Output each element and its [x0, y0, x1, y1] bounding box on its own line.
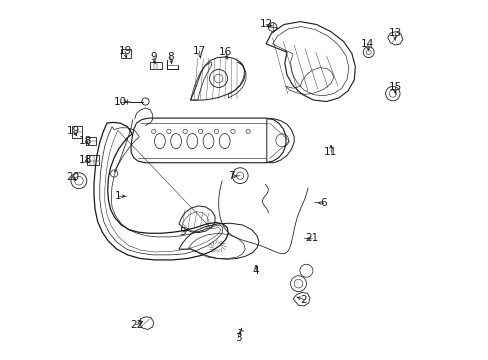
Text: 9: 9 [150, 52, 157, 62]
Text: 20: 20 [66, 172, 79, 182]
Text: 10: 10 [114, 96, 126, 107]
Text: 21: 21 [305, 233, 318, 243]
Text: 19: 19 [67, 126, 80, 136]
Text: 16: 16 [219, 47, 232, 57]
Text: 2: 2 [300, 294, 306, 305]
Text: 7: 7 [228, 171, 235, 181]
Text: 11: 11 [324, 147, 337, 157]
Text: 4: 4 [252, 266, 259, 276]
Text: 1: 1 [114, 191, 121, 201]
Text: 3: 3 [234, 333, 241, 343]
Text: 13: 13 [387, 28, 401, 38]
Text: 8: 8 [167, 52, 174, 62]
Text: 14: 14 [360, 39, 373, 49]
Text: 17: 17 [192, 46, 206, 56]
Text: 19: 19 [118, 46, 131, 56]
Text: 15: 15 [387, 82, 401, 92]
Text: 18: 18 [79, 155, 92, 165]
Text: 22: 22 [130, 320, 143, 330]
Text: 5: 5 [179, 227, 185, 237]
Text: 12: 12 [259, 19, 272, 30]
Text: 6: 6 [320, 198, 326, 208]
Text: 18: 18 [79, 136, 92, 146]
